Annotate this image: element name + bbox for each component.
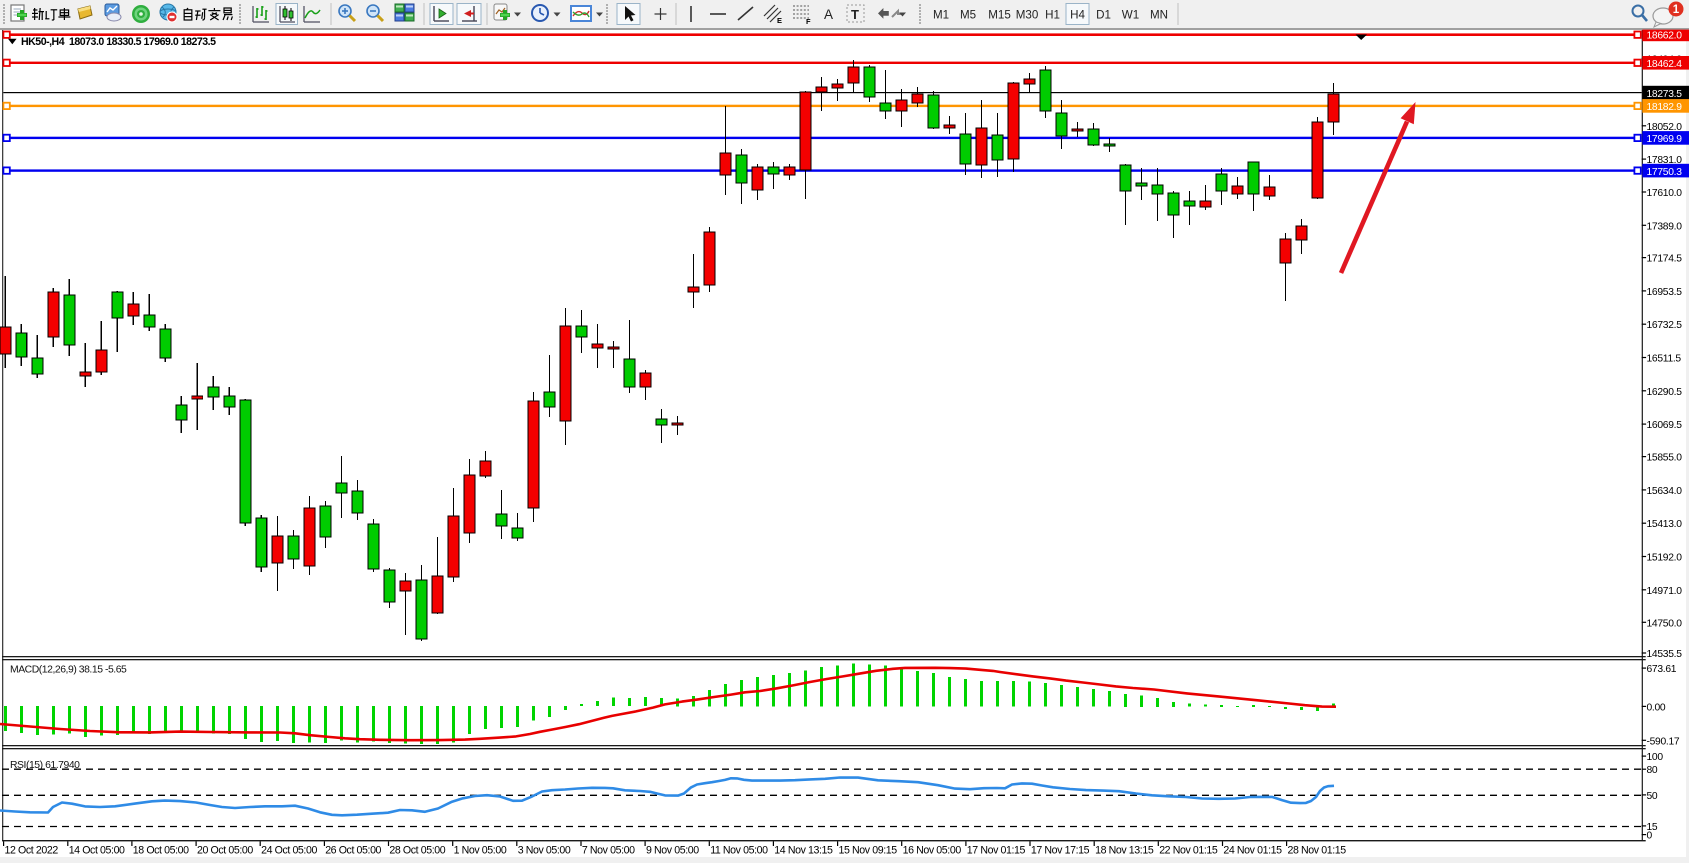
svg-text:16290.5: 16290.5 bbox=[1647, 387, 1683, 398]
svg-text:24 Oct 05:00: 24 Oct 05:00 bbox=[261, 845, 317, 857]
svg-text:M5: M5 bbox=[960, 8, 976, 21]
svg-text:18 Oct 05:00: 18 Oct 05:00 bbox=[133, 845, 189, 857]
svg-text:H4: H4 bbox=[1070, 8, 1085, 21]
svg-text:11 Nov 05:00: 11 Nov 05:00 bbox=[710, 845, 768, 857]
svg-text:20 Oct 05:00: 20 Oct 05:00 bbox=[197, 845, 253, 857]
svg-text:0: 0 bbox=[1647, 831, 1653, 842]
svg-text:-590.17: -590.17 bbox=[1647, 736, 1680, 747]
svg-text:9 Nov 05:00: 9 Nov 05:00 bbox=[646, 845, 699, 857]
svg-text:15855.0: 15855.0 bbox=[1647, 453, 1683, 464]
svg-text:28 Nov 01:15: 28 Nov 01:15 bbox=[1288, 845, 1347, 857]
svg-text:22 Nov 01:15: 22 Nov 01:15 bbox=[1159, 845, 1218, 857]
svg-text:F: F bbox=[806, 17, 811, 26]
svg-text:1: 1 bbox=[1673, 4, 1680, 16]
svg-text:14535.5: 14535.5 bbox=[1647, 649, 1683, 660]
svg-text:18182.9: 18182.9 bbox=[1647, 102, 1683, 113]
svg-text:0.00: 0.00 bbox=[1647, 702, 1666, 713]
svg-text:50: 50 bbox=[1647, 791, 1658, 802]
svg-text:M1: M1 bbox=[933, 8, 949, 21]
svg-text:17 Nov 17:15: 17 Nov 17:15 bbox=[1031, 845, 1090, 857]
svg-text:28 Oct 05:00: 28 Oct 05:00 bbox=[389, 845, 445, 857]
svg-text:18052.0: 18052.0 bbox=[1647, 122, 1683, 133]
svg-text:15 Nov 09:15: 15 Nov 09:15 bbox=[839, 845, 898, 857]
svg-text:16 Nov 05:00: 16 Nov 05:00 bbox=[903, 845, 962, 857]
svg-text:14971.0: 14971.0 bbox=[1647, 586, 1683, 597]
svg-text:16953.5: 16953.5 bbox=[1647, 287, 1683, 298]
svg-text:M15: M15 bbox=[988, 8, 1011, 21]
svg-text:18 Nov 13:15: 18 Nov 13:15 bbox=[1095, 845, 1154, 857]
svg-text:H1: H1 bbox=[1045, 8, 1060, 21]
svg-text:16511.5: 16511.5 bbox=[1647, 354, 1682, 365]
svg-text:100: 100 bbox=[1647, 752, 1664, 763]
svg-text:17 Nov 01:15: 17 Nov 01:15 bbox=[967, 845, 1026, 857]
svg-text:24 Nov 01:15: 24 Nov 01:15 bbox=[1223, 845, 1282, 857]
svg-text:3 Nov 05:00: 3 Nov 05:00 bbox=[518, 845, 571, 857]
svg-text:16069.5: 16069.5 bbox=[1647, 420, 1683, 431]
svg-text:17750.3: 17750.3 bbox=[1647, 167, 1683, 178]
svg-text:A: A bbox=[824, 7, 833, 22]
svg-text:1 Nov 05:00: 1 Nov 05:00 bbox=[454, 845, 507, 857]
svg-text:14 Oct 05:00: 14 Oct 05:00 bbox=[69, 845, 125, 857]
svg-text:14 Nov 13:15: 14 Nov 13:15 bbox=[774, 845, 833, 857]
svg-text:15413.0: 15413.0 bbox=[1647, 519, 1683, 530]
svg-text:MACD(12,26,9) 38.15 -5.65: MACD(12,26,9) 38.15 -5.65 bbox=[10, 665, 127, 676]
svg-text:14750.0: 14750.0 bbox=[1647, 618, 1683, 629]
svg-text:M30: M30 bbox=[1016, 8, 1039, 21]
svg-text:673.61: 673.61 bbox=[1647, 664, 1677, 675]
svg-text:T: T bbox=[851, 7, 859, 22]
svg-text:18462.4: 18462.4 bbox=[1647, 59, 1683, 70]
svg-text:18662.0: 18662.0 bbox=[1647, 31, 1683, 42]
svg-text:17969.9: 17969.9 bbox=[1647, 134, 1683, 145]
svg-text:HK50-,H4 18073.0 18330.5 1796: HK50-,H4 18073.0 18330.5 17969.0 18273.5 bbox=[21, 36, 216, 48]
svg-text:15634.0: 15634.0 bbox=[1647, 486, 1683, 497]
svg-text:26 Oct 05:00: 26 Oct 05:00 bbox=[325, 845, 381, 857]
svg-text:15: 15 bbox=[1647, 822, 1658, 833]
svg-text:17174.5: 17174.5 bbox=[1647, 254, 1683, 265]
svg-text:17610.0: 17610.0 bbox=[1647, 188, 1683, 199]
svg-text:15192.0: 15192.0 bbox=[1647, 553, 1683, 564]
svg-text:E: E bbox=[777, 16, 782, 25]
svg-text:RSI(15) 61.7940: RSI(15) 61.7940 bbox=[10, 760, 80, 771]
svg-text:17389.0: 17389.0 bbox=[1647, 221, 1683, 232]
svg-text:18273.5: 18273.5 bbox=[1647, 89, 1683, 100]
svg-text:MN: MN bbox=[1150, 8, 1168, 21]
svg-text:7 Nov 05:00: 7 Nov 05:00 bbox=[582, 845, 635, 857]
svg-text:17831.0: 17831.0 bbox=[1647, 155, 1683, 166]
svg-text:W1: W1 bbox=[1122, 8, 1139, 21]
svg-text:D1: D1 bbox=[1096, 8, 1111, 21]
svg-text:80: 80 bbox=[1647, 765, 1658, 776]
svg-text:12 Oct 2022: 12 Oct 2022 bbox=[5, 845, 59, 857]
svg-text:16732.5: 16732.5 bbox=[1647, 320, 1683, 331]
